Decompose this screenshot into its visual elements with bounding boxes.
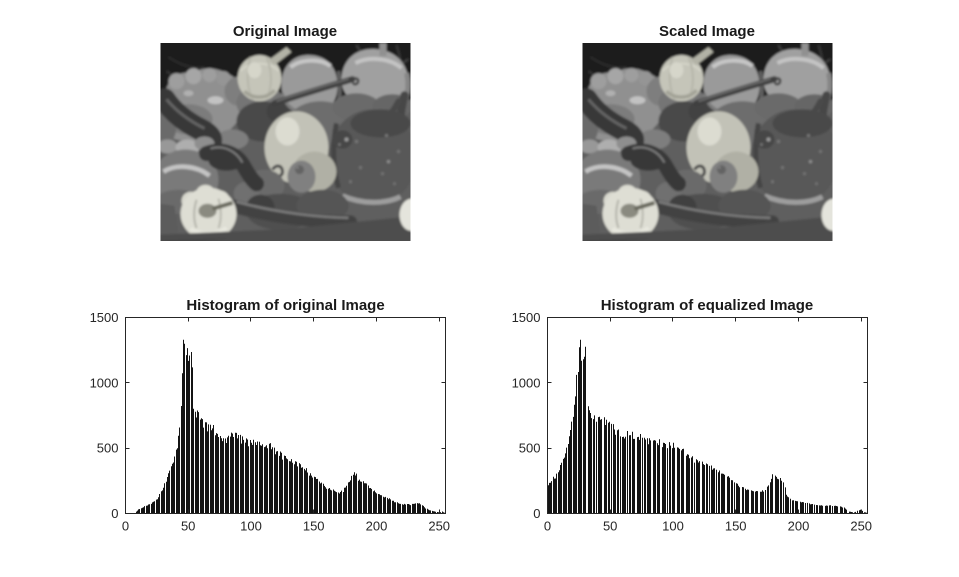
svg-text:150: 150 bbox=[303, 519, 325, 534]
svg-text:1000: 1000 bbox=[512, 375, 541, 390]
svg-text:Histogram of equalized Image: Histogram of equalized Image bbox=[601, 297, 814, 314]
svg-text:1500: 1500 bbox=[90, 310, 119, 325]
svg-text:0: 0 bbox=[111, 506, 118, 521]
svg-text:500: 500 bbox=[519, 441, 541, 456]
svg-text:100: 100 bbox=[662, 519, 684, 534]
svg-text:150: 150 bbox=[725, 519, 747, 534]
svg-text:0: 0 bbox=[122, 519, 129, 534]
svg-text:200: 200 bbox=[788, 519, 810, 534]
svg-text:200: 200 bbox=[366, 519, 388, 534]
svg-text:Scaled Image: Scaled Image bbox=[659, 23, 755, 40]
svg-text:50: 50 bbox=[603, 519, 617, 534]
svg-text:1000: 1000 bbox=[90, 375, 119, 390]
svg-text:500: 500 bbox=[97, 441, 119, 456]
svg-text:Original Image: Original Image bbox=[233, 23, 337, 40]
svg-text:Histogram of original Image: Histogram of original Image bbox=[186, 297, 384, 314]
svg-text:0: 0 bbox=[533, 506, 540, 521]
svg-text:1500: 1500 bbox=[512, 310, 541, 325]
svg-text:50: 50 bbox=[181, 519, 195, 534]
svg-text:250: 250 bbox=[850, 519, 872, 534]
svg-text:0: 0 bbox=[544, 519, 551, 534]
svg-text:250: 250 bbox=[428, 519, 450, 534]
svg-text:100: 100 bbox=[240, 519, 262, 534]
